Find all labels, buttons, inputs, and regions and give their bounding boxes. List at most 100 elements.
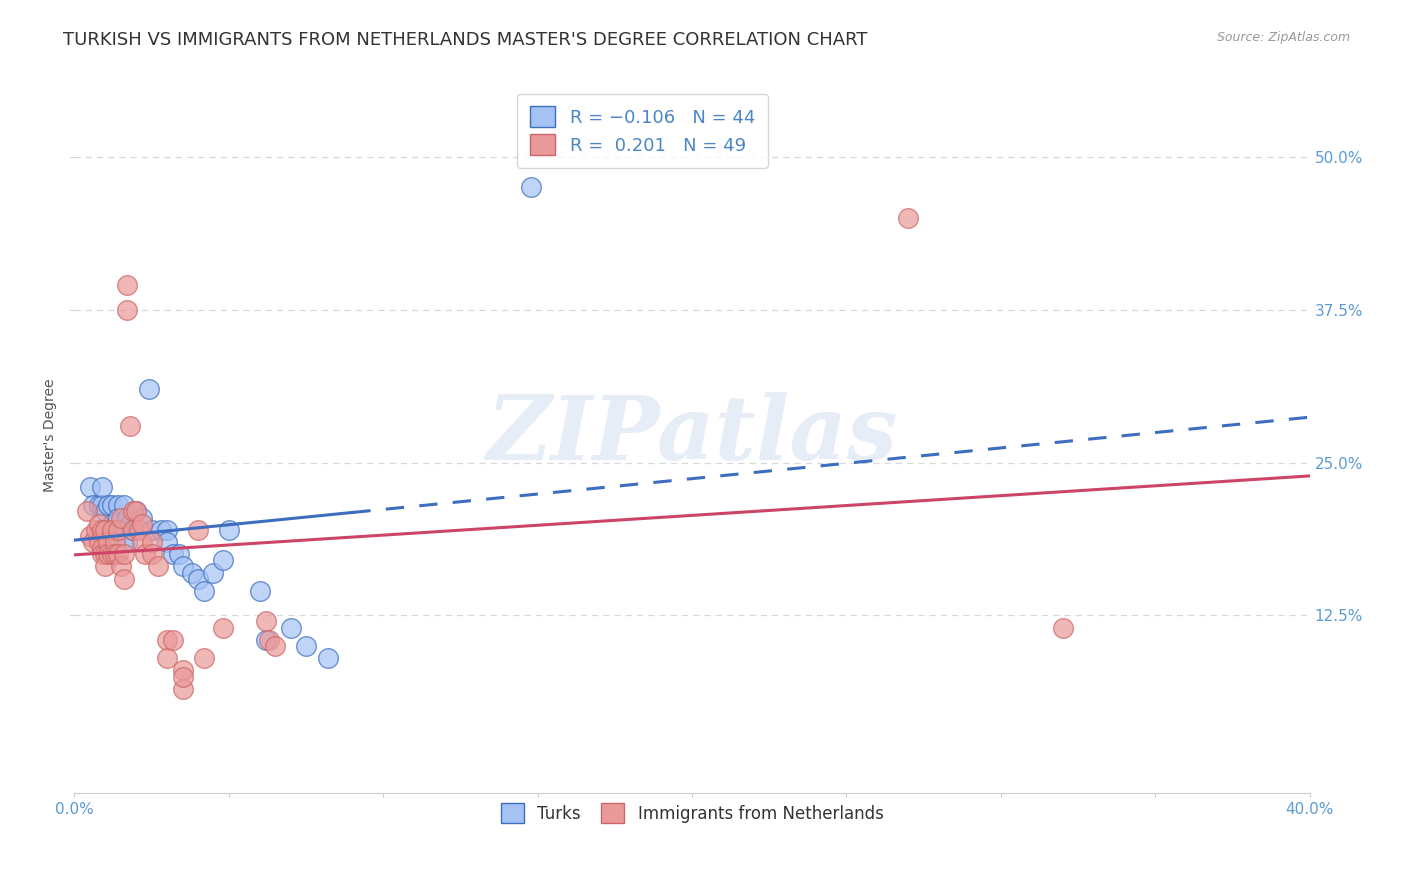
- Point: [125, 504, 148, 518]
- Point: [187, 572, 209, 586]
- Point: [112, 547, 135, 561]
- Point: [94, 559, 117, 574]
- Point: [211, 621, 233, 635]
- Point: [264, 639, 287, 653]
- Point: [100, 547, 122, 561]
- Point: [89, 499, 111, 513]
- Point: [122, 504, 145, 518]
- Point: [202, 566, 225, 580]
- Point: [100, 523, 122, 537]
- Point: [100, 516, 122, 531]
- Point: [107, 510, 129, 524]
- Point: [94, 523, 117, 537]
- Point: [104, 547, 127, 561]
- Point: [120, 418, 142, 433]
- Point: [138, 382, 160, 396]
- Point: [94, 504, 117, 518]
- Point: [149, 523, 172, 537]
- Point: [91, 523, 114, 537]
- Point: [193, 583, 215, 598]
- Point: [211, 553, 233, 567]
- Point: [107, 523, 129, 537]
- Point: [131, 510, 153, 524]
- Point: [91, 499, 114, 513]
- Point: [115, 535, 138, 549]
- Point: [115, 510, 138, 524]
- Point: [172, 664, 194, 678]
- Text: Source: ZipAtlas.com: Source: ZipAtlas.com: [1216, 31, 1350, 45]
- Point: [94, 547, 117, 561]
- Point: [94, 523, 117, 537]
- Point: [131, 535, 153, 549]
- Point: [110, 523, 132, 537]
- Point: [104, 523, 127, 537]
- Point: [79, 480, 101, 494]
- Point: [316, 651, 339, 665]
- Point: [172, 681, 194, 696]
- Point: [187, 523, 209, 537]
- Point: [122, 523, 145, 537]
- Point: [82, 499, 104, 513]
- Y-axis label: Master's Degree: Master's Degree: [44, 378, 58, 491]
- Point: [91, 480, 114, 494]
- Point: [156, 535, 179, 549]
- Point: [107, 499, 129, 513]
- Point: [76, 504, 98, 518]
- Point: [104, 535, 127, 549]
- Point: [128, 523, 150, 537]
- Point: [84, 523, 107, 537]
- Point: [131, 516, 153, 531]
- Point: [280, 621, 302, 635]
- Point: [141, 547, 163, 561]
- Point: [254, 632, 277, 647]
- Point: [89, 516, 111, 531]
- Point: [254, 615, 277, 629]
- Point: [115, 302, 138, 317]
- Point: [295, 639, 318, 653]
- Point: [110, 510, 132, 524]
- Point: [120, 516, 142, 531]
- Point: [107, 547, 129, 561]
- Point: [125, 504, 148, 518]
- Point: [100, 499, 122, 513]
- Point: [172, 669, 194, 683]
- Point: [115, 278, 138, 293]
- Point: [257, 632, 280, 647]
- Point: [897, 211, 920, 225]
- Point: [156, 651, 179, 665]
- Legend: Turks, Immigrants from Netherlands: Turks, Immigrants from Netherlands: [489, 792, 896, 834]
- Point: [141, 523, 163, 537]
- Point: [97, 547, 120, 561]
- Point: [193, 651, 215, 665]
- Point: [110, 559, 132, 574]
- Point: [1052, 621, 1074, 635]
- Point: [162, 547, 184, 561]
- Point: [218, 523, 240, 537]
- Point: [180, 566, 202, 580]
- Point: [82, 535, 104, 549]
- Point: [97, 535, 120, 549]
- Point: [141, 535, 163, 549]
- Text: TURKISH VS IMMIGRANTS FROM NETHERLANDS MASTER'S DEGREE CORRELATION CHART: TURKISH VS IMMIGRANTS FROM NETHERLANDS M…: [63, 31, 868, 49]
- Point: [122, 523, 145, 537]
- Point: [169, 547, 191, 561]
- Point: [112, 572, 135, 586]
- Point: [172, 559, 194, 574]
- Point: [112, 523, 135, 537]
- Point: [97, 499, 120, 513]
- Point: [79, 529, 101, 543]
- Point: [156, 632, 179, 647]
- Point: [249, 583, 271, 598]
- Text: ZIPatlas: ZIPatlas: [486, 392, 897, 478]
- Point: [156, 523, 179, 537]
- Point: [112, 535, 135, 549]
- Point: [89, 535, 111, 549]
- Point: [91, 541, 114, 556]
- Point: [146, 559, 169, 574]
- Point: [112, 499, 135, 513]
- Point: [104, 535, 127, 549]
- Point: [91, 547, 114, 561]
- Point: [134, 547, 156, 561]
- Point: [162, 632, 184, 647]
- Point: [520, 180, 543, 194]
